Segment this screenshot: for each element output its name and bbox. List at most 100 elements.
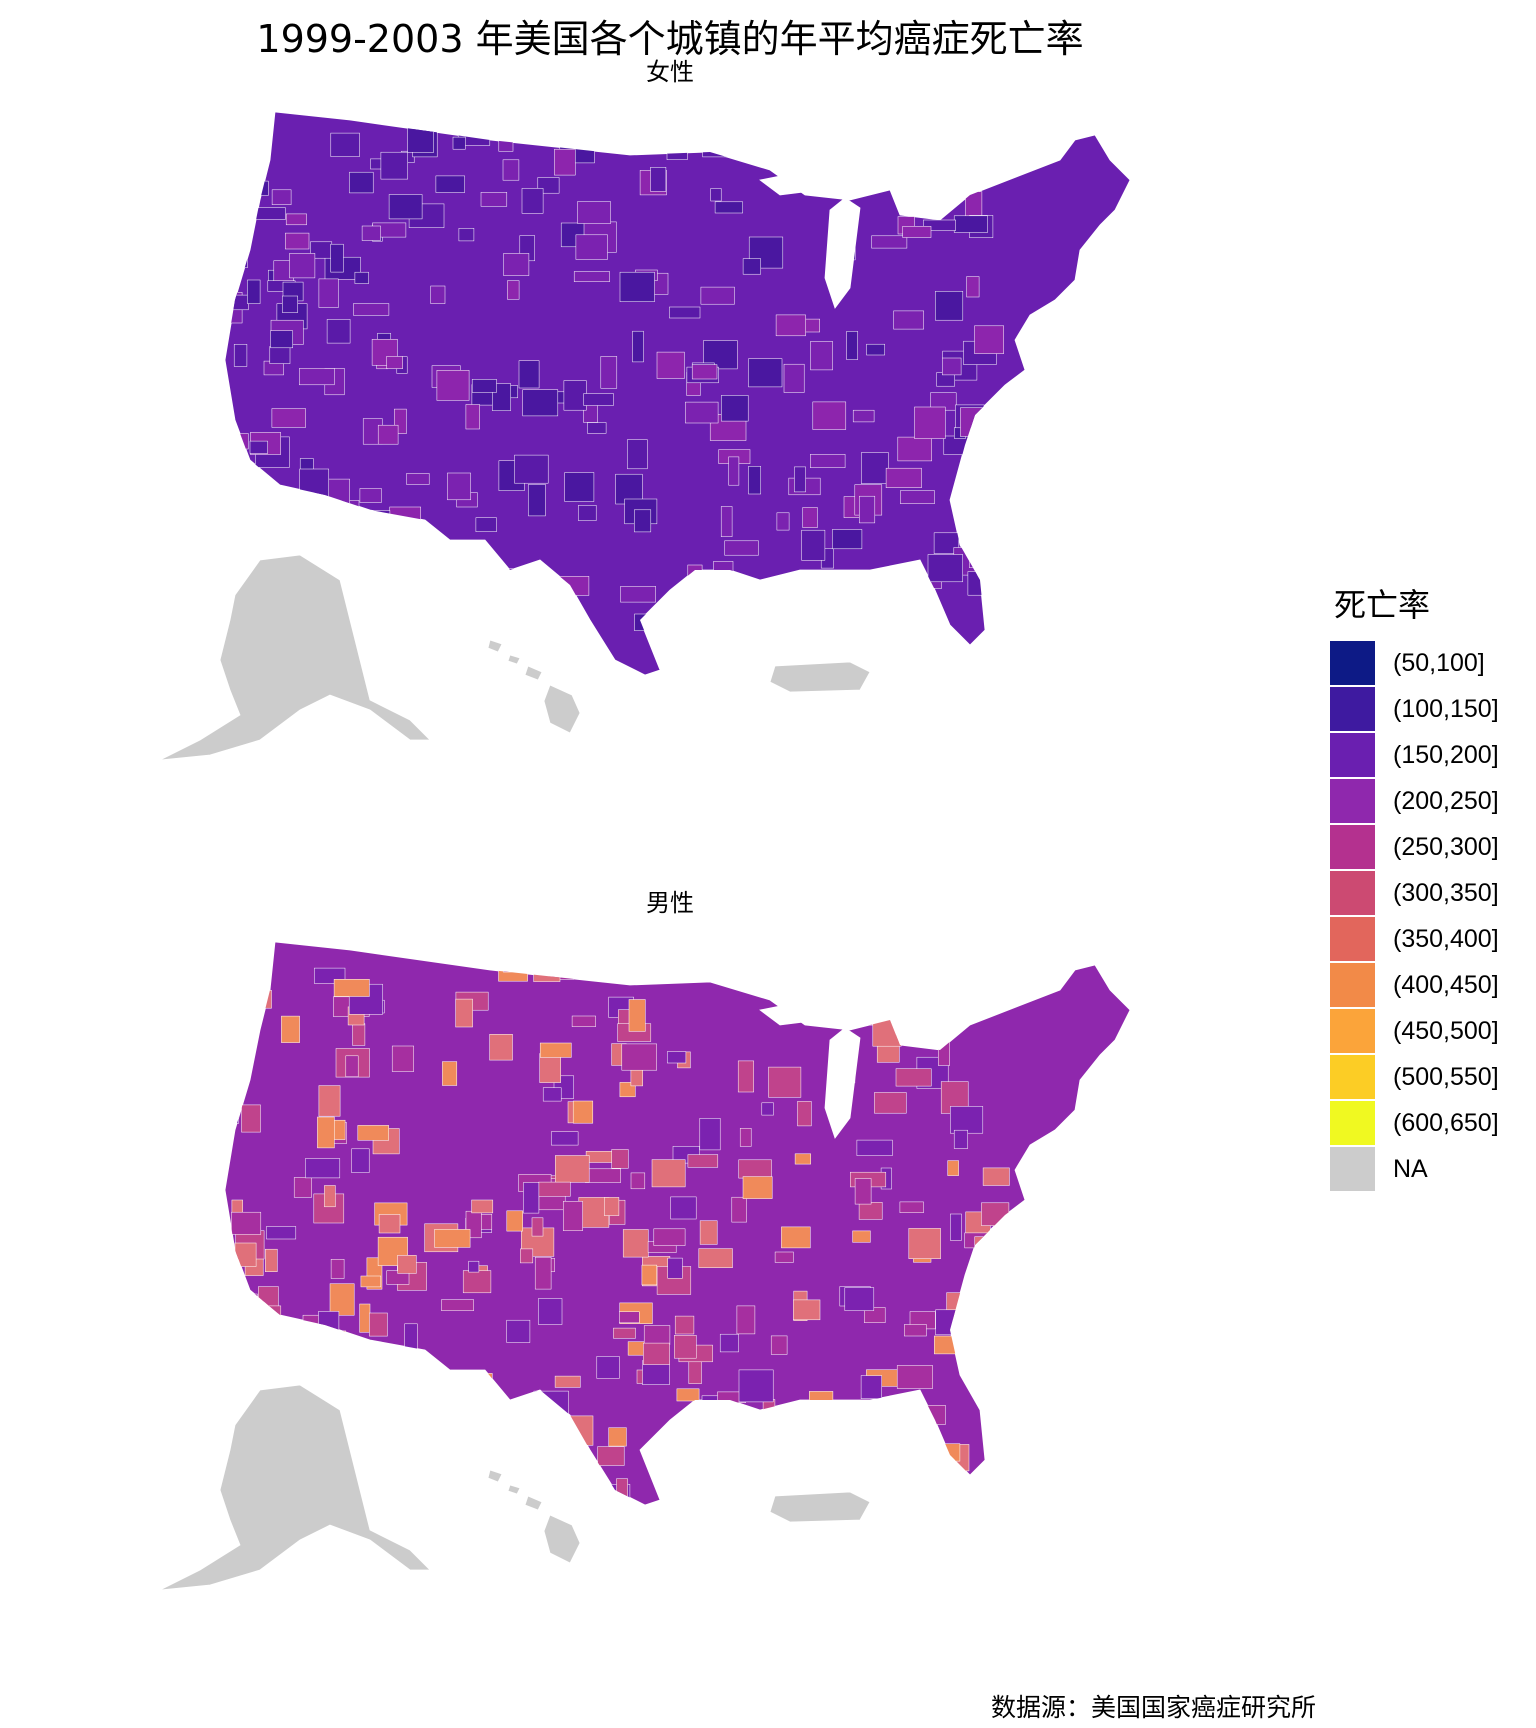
county-patch xyxy=(858,1202,883,1220)
county-patch xyxy=(742,258,761,275)
county-patch xyxy=(539,1053,561,1083)
county-patch xyxy=(738,1369,774,1403)
county-patch xyxy=(871,235,908,249)
county-patch xyxy=(551,1131,579,1146)
county-patch xyxy=(894,980,930,1004)
county-patch xyxy=(857,1004,873,1026)
county-patch xyxy=(538,1181,571,1197)
legend-item: (150,200] xyxy=(1330,732,1499,778)
county-patch xyxy=(904,1324,927,1337)
county-patch xyxy=(874,1092,907,1114)
county-patch xyxy=(441,595,470,619)
county-patch xyxy=(404,1323,418,1355)
county-patch xyxy=(622,1229,649,1258)
county-patch xyxy=(698,1248,733,1268)
panel-label-female: 女性 xyxy=(646,58,694,86)
county-patch xyxy=(352,1023,366,1046)
county-patch xyxy=(714,1447,751,1472)
county-patch xyxy=(935,291,964,321)
legend-item: (450,500] xyxy=(1330,1008,1499,1054)
county-patch xyxy=(947,1160,959,1176)
county-patch xyxy=(377,424,399,445)
county-patch xyxy=(781,1226,811,1249)
legend-label: (300,350] xyxy=(1393,878,1499,907)
county-patch xyxy=(391,1372,408,1402)
county-patch xyxy=(738,1159,772,1179)
county-patch xyxy=(312,522,337,545)
county-patch xyxy=(506,1210,523,1232)
county-patch xyxy=(596,1356,620,1379)
county-patch xyxy=(555,1155,590,1183)
county-patch xyxy=(538,1298,563,1325)
county-patch xyxy=(241,1104,261,1133)
county-patch xyxy=(621,1043,657,1071)
county-patch xyxy=(739,1128,752,1147)
county-patch xyxy=(974,1236,1006,1262)
county-patch xyxy=(650,167,667,192)
county-patch xyxy=(736,1305,756,1335)
lake-superior xyxy=(759,169,842,196)
county-patch xyxy=(691,364,718,380)
county-patch xyxy=(904,983,939,995)
county-patch xyxy=(423,540,459,567)
county-patch xyxy=(927,554,963,583)
alaska-shape xyxy=(159,1384,431,1591)
county-patch xyxy=(714,201,743,214)
county-patch xyxy=(578,505,597,521)
county-patch xyxy=(844,1287,875,1311)
legend-swatch xyxy=(1330,641,1375,685)
county-patch xyxy=(275,1358,290,1389)
county-patch xyxy=(528,484,546,517)
county-patch xyxy=(847,1434,862,1450)
county-patch xyxy=(701,1395,720,1407)
county-patch xyxy=(670,1196,697,1220)
county-patch xyxy=(533,967,561,982)
county-patch xyxy=(522,389,559,417)
county-patch xyxy=(761,1102,774,1116)
county-patch xyxy=(578,1197,610,1228)
county-patch xyxy=(974,1349,992,1382)
legend-item: (350,400] xyxy=(1330,916,1499,962)
county-patch xyxy=(873,1437,903,1468)
legend-item: (50,100] xyxy=(1330,640,1499,686)
county-patch xyxy=(388,194,423,220)
legend-label: (400,450] xyxy=(1393,970,1499,999)
county-patch xyxy=(943,435,975,455)
county-patch xyxy=(770,1335,788,1355)
county-patch xyxy=(354,271,369,284)
county-patch xyxy=(872,1019,902,1047)
county-patch xyxy=(832,529,863,550)
county-patch xyxy=(409,519,423,533)
county-patch xyxy=(563,380,587,411)
county-patch xyxy=(406,473,430,485)
county-patch xyxy=(908,1228,941,1259)
county-patch xyxy=(630,1172,646,1190)
county-patch xyxy=(923,219,956,231)
county-patch xyxy=(620,586,656,603)
county-patch xyxy=(893,1442,917,1464)
county-patch xyxy=(666,142,688,160)
county-patch xyxy=(900,490,935,504)
county-patch xyxy=(969,541,987,568)
county-patch xyxy=(329,1283,355,1316)
legend-swatch xyxy=(1330,733,1375,777)
legend-swatch xyxy=(1330,779,1375,823)
hawaii-shape xyxy=(487,639,581,734)
county-patch xyxy=(793,1299,821,1321)
county-patch xyxy=(247,279,261,304)
county-patch xyxy=(860,1375,882,1399)
female-county-map xyxy=(159,111,1131,761)
county-patch xyxy=(597,1446,625,1466)
county-patch xyxy=(518,360,540,389)
county-patch xyxy=(674,1335,697,1359)
county-patch xyxy=(762,1399,776,1418)
county-patch xyxy=(257,1305,282,1319)
county-patch xyxy=(520,1248,534,1264)
county-patch xyxy=(514,454,549,484)
county-patch xyxy=(852,409,875,423)
county-patch xyxy=(330,1259,345,1279)
county-patch xyxy=(271,408,306,428)
county-patch xyxy=(643,1325,671,1345)
county-patch xyxy=(408,530,438,558)
legend-swatch xyxy=(1330,1101,1375,1145)
